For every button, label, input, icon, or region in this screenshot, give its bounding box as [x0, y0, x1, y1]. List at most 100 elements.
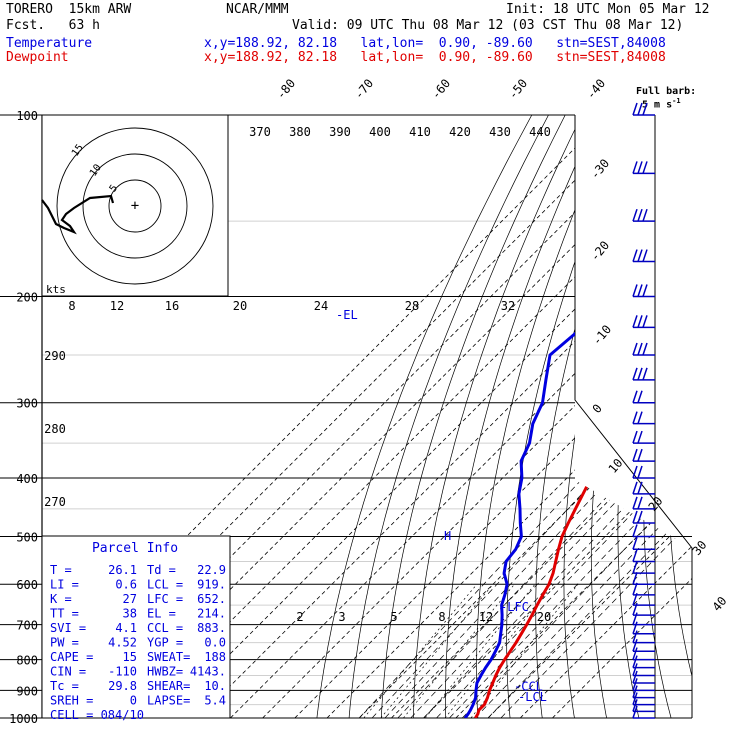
dry-adiabat: [617, 115, 692, 718]
wind-barb-flag: [637, 465, 643, 479]
dry-adiabat: [506, 115, 633, 718]
parcel-row-value: 4.52: [108, 636, 137, 650]
wind-barb-flag: [632, 342, 638, 356]
parcel-cell: CELL = 084/10: [50, 708, 144, 722]
mixing-ratio-label: 5: [390, 610, 397, 624]
wind-barb-flag: [637, 367, 643, 381]
wind-barb-flag: [632, 390, 638, 403]
pressure-tick-label: 400: [16, 472, 38, 486]
parcel-row-value: -110: [108, 665, 137, 679]
isotherm-label: -20: [588, 238, 613, 264]
right-border: [574, 115, 693, 718]
wind-barb-flag: [632, 537, 638, 550]
theta-side-label: 290: [44, 349, 66, 363]
wind-barb-flag: [642, 249, 648, 262]
wind-barb-flag: [632, 315, 638, 328]
dry-adiabat: [476, 115, 616, 718]
isotherm-line: [358, 115, 692, 718]
mixing-ratio-label: 2: [296, 610, 303, 624]
wind-barb-flag: [642, 102, 648, 116]
parcel-row-value: 26.1: [108, 563, 137, 577]
wind-barb-flag: [632, 284, 638, 297]
parcel-row-value-2: 883.: [197, 621, 226, 635]
dry-adiabat: [643, 115, 692, 718]
parcel-row-label: TT =: [50, 607, 79, 621]
wind-barb-flag: [637, 249, 643, 262]
parcel-row-label: SREH =: [50, 694, 93, 708]
isotherm-label: 0: [590, 401, 605, 416]
parcel-row-label-2: SWEAT=: [147, 650, 190, 664]
parcel-row-label-2: LCL =: [147, 578, 183, 592]
wind-barb-flag: [632, 430, 638, 444]
wind-barb-flag: [632, 524, 638, 537]
wind-barb-flag: [642, 284, 648, 297]
parcel-row-value-2: 10.: [204, 679, 226, 693]
isotherm-label: -10: [590, 322, 615, 348]
wind-barb-flag: [632, 102, 638, 116]
level-marker-lfc: -LFC: [500, 600, 529, 614]
parcel-row-value-2: 188: [204, 650, 226, 664]
parcel-row-label-2: LFC =: [147, 592, 183, 606]
theta-label: 440: [529, 125, 551, 139]
parcel-row-value-2: 0.0: [204, 636, 226, 650]
pressure-tick-label: 700: [16, 619, 38, 633]
parcel-row-label: SVI =: [50, 621, 86, 635]
barb-unit-label: 5 m s-1: [642, 95, 681, 111]
wind-barb-flag: [642, 208, 648, 222]
parcel-row-label: CIN =: [50, 665, 86, 679]
wind-barb-flag: [637, 315, 643, 328]
moist-adiabat: [461, 296, 692, 718]
mixing-ratio-label: 20: [537, 610, 551, 624]
theta-label: 390: [329, 125, 351, 139]
parcel-row-label: T =: [50, 563, 72, 577]
pressure-tick-label: 800: [16, 654, 38, 668]
dewpoint-location: x,y=188.92, 82.18 lat,lon= 0.90, -89.60 …: [204, 50, 666, 65]
mixing-ratio-label: 8: [438, 610, 445, 624]
parcel-row-value: 38: [123, 607, 137, 621]
hodograph-ring: [82, 153, 188, 259]
wind-barb-flag: [632, 705, 638, 719]
pressure-tick-label: 600: [16, 578, 38, 592]
valid-time: Valid: 09 UTC Thu 08 Mar 12 (03 CST Thu …: [292, 18, 684, 33]
hodograph-ring: [56, 127, 214, 285]
wind-barb-flag: [637, 102, 643, 116]
dry-adiabat: [693, 115, 740, 731]
isotherm-label: -60: [429, 76, 454, 102]
isotherm-line: [487, 115, 692, 718]
wind-barb-flag: [637, 161, 643, 174]
parcel-row-value: 15: [123, 650, 137, 664]
mixing-ratio-line: [403, 583, 515, 718]
wind-barb-flag: [632, 208, 638, 222]
isotherm-label: 30: [690, 538, 710, 558]
wind-barb-flag: [637, 448, 643, 462]
barb-unit: 5 m s: [642, 99, 673, 111]
isotherm-line: [391, 115, 692, 718]
wind-barb-flag: [632, 639, 638, 652]
dry-adiabat: [315, 115, 533, 718]
dry-adiabat: [717, 115, 740, 731]
moist-adiabat: [423, 296, 692, 718]
wind-barb-flag: [632, 621, 638, 635]
isotherm-label: -40: [584, 76, 609, 102]
wind-barb-flag: [632, 685, 638, 698]
hodo-speed-label: 32: [501, 299, 515, 313]
moist-adiabat: [397, 296, 692, 718]
wind-barb-flag: [632, 249, 638, 262]
parcel-row-value: 4.1: [115, 621, 137, 635]
theta-label: 430: [489, 125, 511, 139]
isotherm-line: [519, 115, 692, 718]
wind-barb-flag: [637, 208, 643, 222]
isotherm-line: [455, 115, 692, 718]
hodograph-ring: [108, 179, 162, 233]
parcel-row-value-2: 22.9: [197, 563, 226, 577]
parcel-row-label-2: Td =: [147, 563, 176, 577]
wind-barb-flag: [632, 647, 638, 660]
moist-adiabat: [436, 296, 692, 718]
isotherm-line: [165, 115, 692, 718]
pressure-tick-label: 1000: [9, 712, 38, 726]
pressure-tick-label: 900: [16, 684, 38, 698]
parcel-box: [41, 535, 231, 719]
wind-barb-flag: [637, 284, 643, 297]
wind-barb-flag: [632, 612, 638, 625]
parcel-row-value: 27: [123, 592, 137, 606]
